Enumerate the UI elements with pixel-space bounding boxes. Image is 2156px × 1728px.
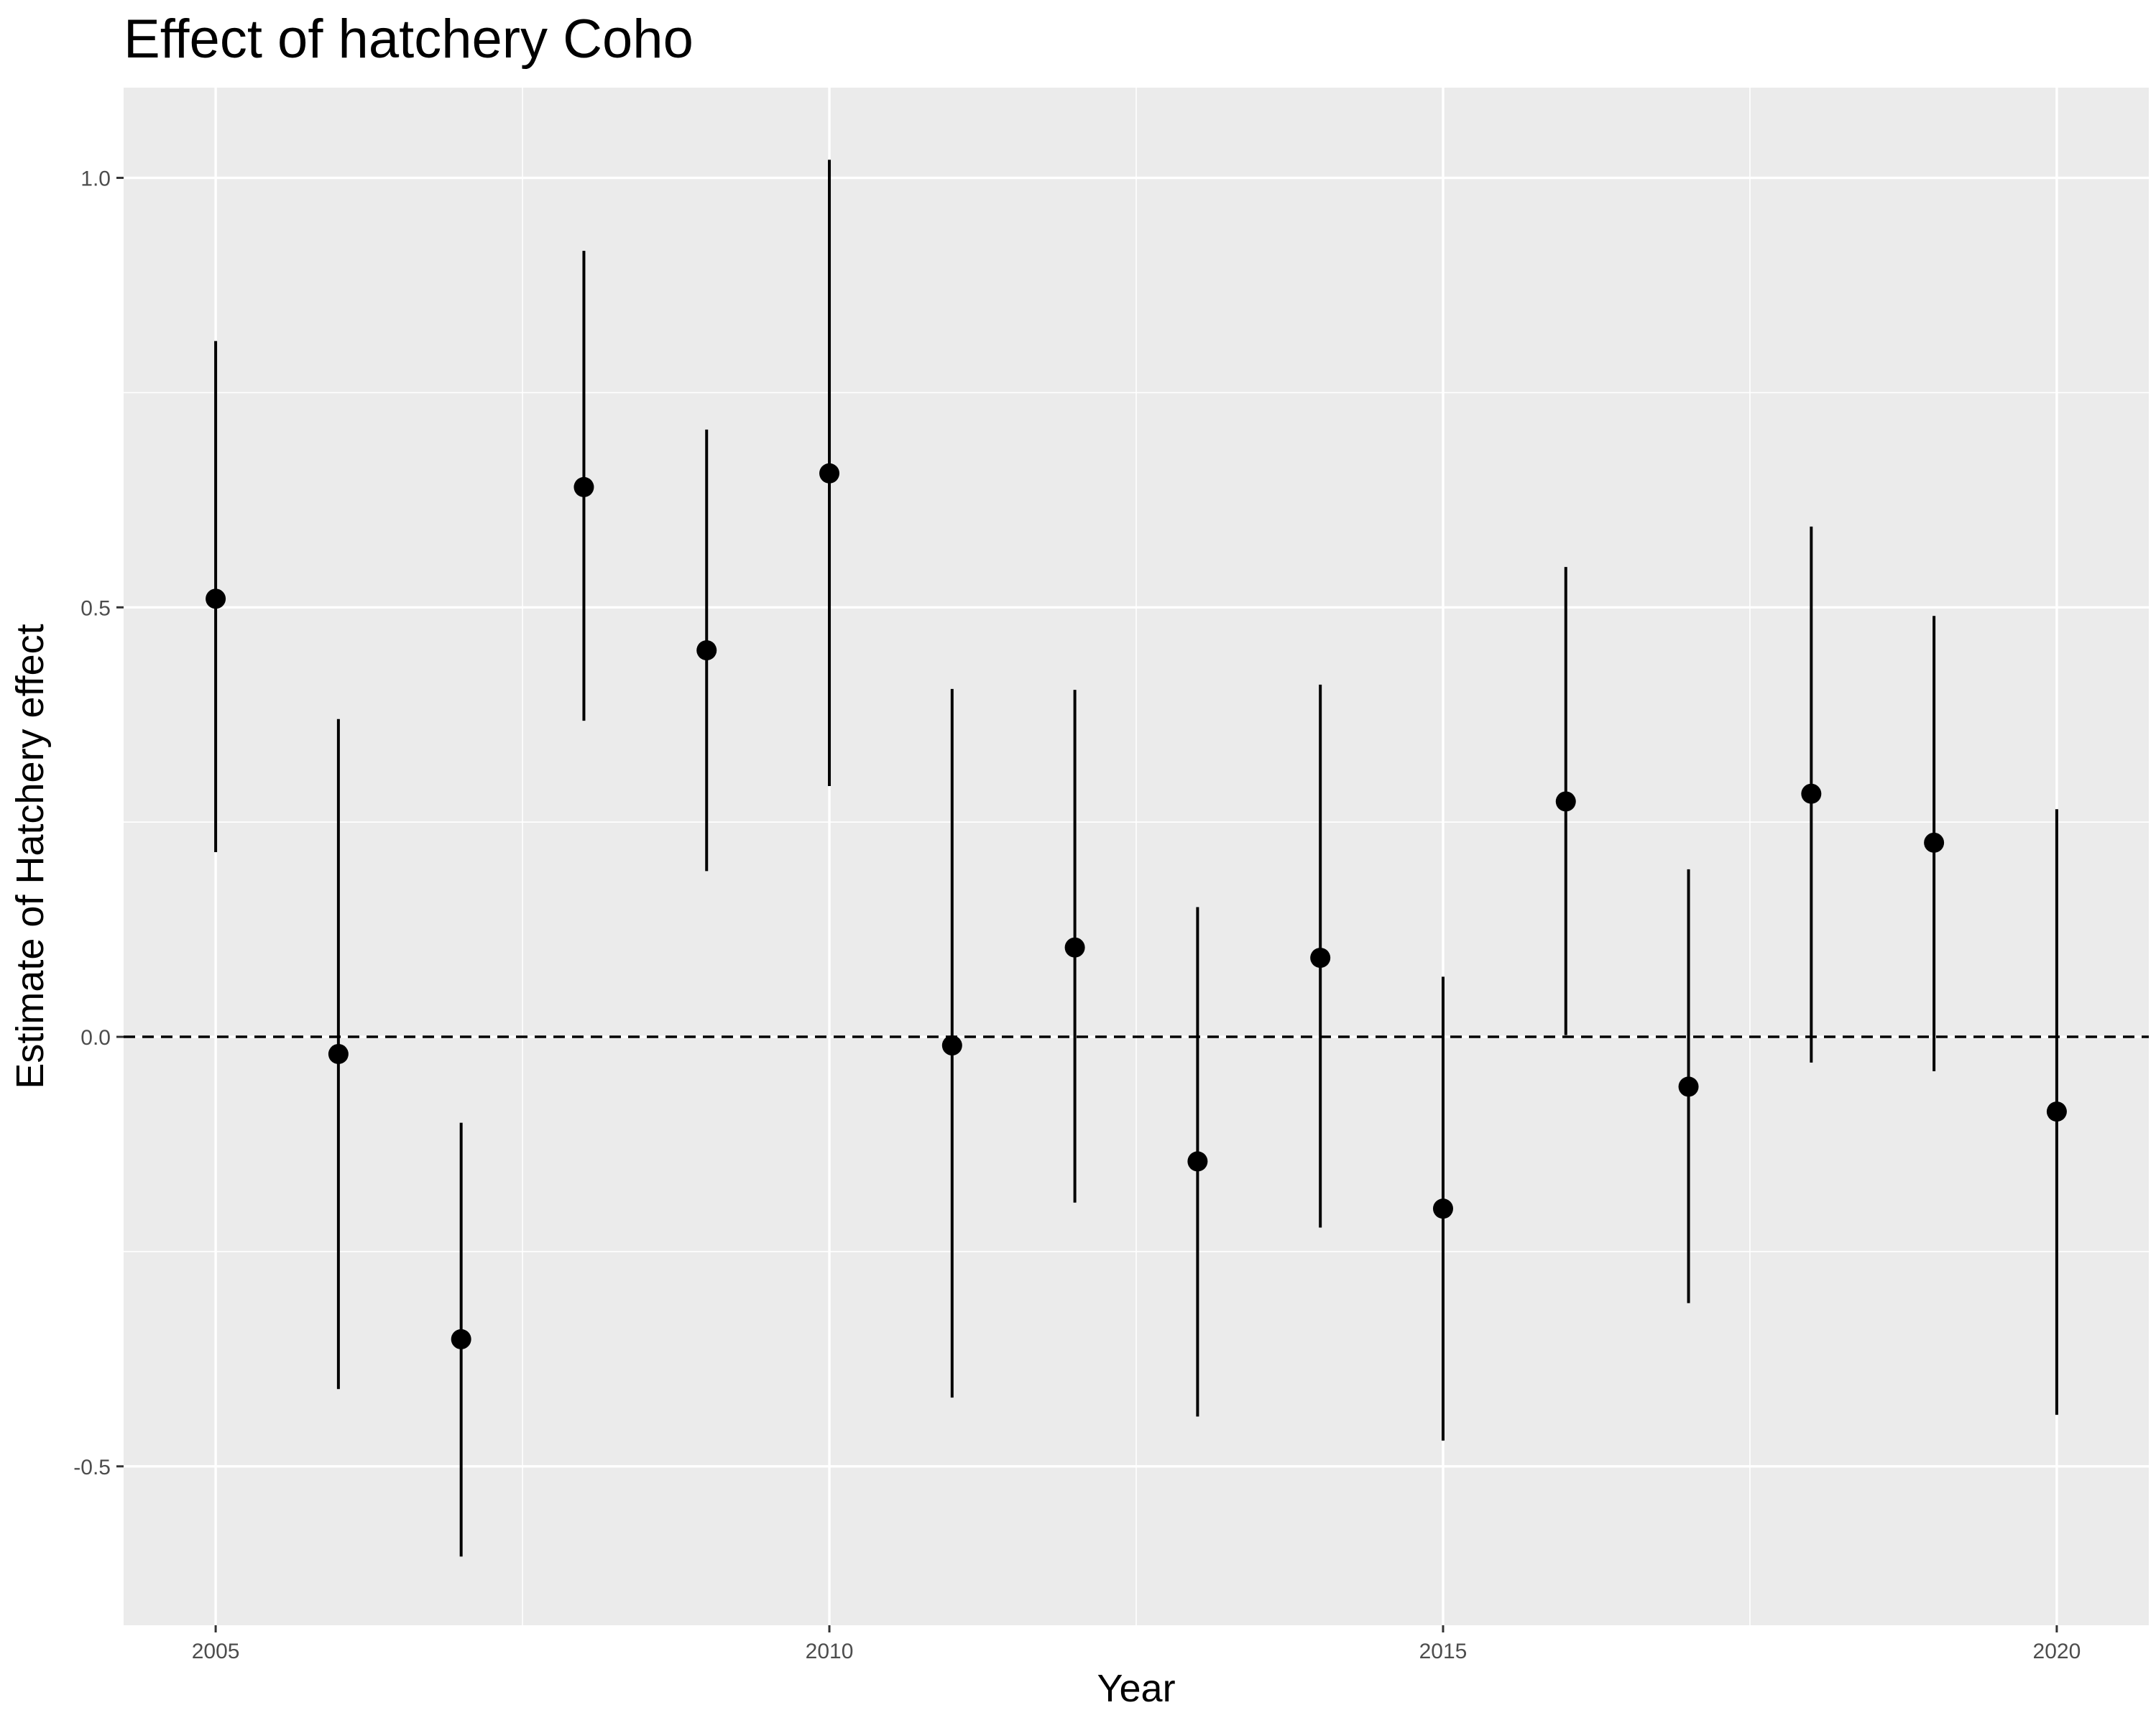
x-axis-title: Year xyxy=(1097,1667,1175,1710)
y-axis-ticks: -0.5 0.0 0.5 1.0 xyxy=(73,167,124,1479)
x-axis-ticks: 2005 2010 2015 2020 xyxy=(192,1625,2081,1663)
data-point xyxy=(1555,791,1576,812)
data-point xyxy=(573,476,594,497)
y-axis-title: Estimate of Hatchery effect xyxy=(9,624,52,1089)
data-point xyxy=(1064,937,1085,958)
y-tick-label: 1.0 xyxy=(80,167,111,191)
data-point xyxy=(1678,1076,1699,1097)
data-point xyxy=(1801,783,1822,804)
x-tick-label: 2020 xyxy=(2033,1640,2081,1663)
y-tick-label: -0.5 xyxy=(73,1456,111,1479)
data-point xyxy=(696,640,717,661)
chart-title: Effect of hatchery Coho xyxy=(124,9,694,70)
data-point xyxy=(1187,1151,1208,1172)
data-point xyxy=(328,1043,349,1064)
data-point xyxy=(2046,1101,2067,1122)
data-point xyxy=(1924,832,1945,853)
data-point xyxy=(206,588,226,609)
data-points xyxy=(206,463,2067,1349)
data-point xyxy=(941,1035,962,1056)
data-point xyxy=(1310,948,1331,969)
data-point xyxy=(1432,1198,1453,1219)
x-tick-label: 2015 xyxy=(1419,1640,1468,1663)
y-tick-label: 0.5 xyxy=(80,596,111,620)
data-point xyxy=(451,1329,471,1349)
x-tick-label: 2010 xyxy=(806,1640,854,1663)
data-point xyxy=(819,463,840,484)
y-tick-label: 0.0 xyxy=(80,1026,111,1050)
x-tick-label: 2005 xyxy=(192,1640,240,1663)
